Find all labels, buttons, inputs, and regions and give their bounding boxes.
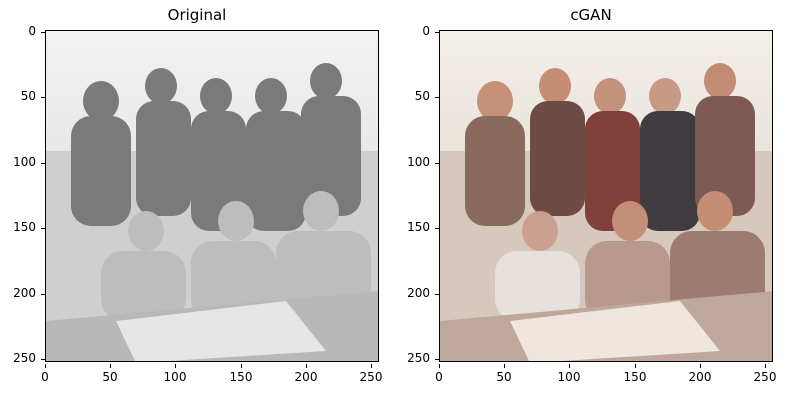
x-tick [175, 364, 176, 368]
y-tick [41, 97, 45, 98]
y-tick-label: 200 [407, 286, 430, 300]
y-tick [41, 294, 45, 295]
y-tick-label: 250 [13, 351, 36, 365]
x-tick [110, 364, 111, 368]
panel-title: cGAN [570, 6, 612, 24]
x-tick-label: 150 [229, 370, 253, 384]
y-tick-label: 100 [13, 155, 36, 169]
photo-cgan-svg [440, 31, 772, 361]
y-tick-label: 250 [407, 351, 430, 365]
y-tick [41, 32, 45, 33]
x-tick [241, 364, 242, 368]
y-tick-label: 50 [414, 89, 430, 103]
x-tick [504, 364, 505, 368]
x-tick [569, 364, 570, 368]
y-tick [435, 228, 439, 229]
y-tick [435, 294, 439, 295]
photo-original-svg [46, 31, 378, 361]
image-cgan [439, 30, 773, 362]
image-original [45, 30, 379, 362]
y-tick-label: 200 [13, 286, 36, 300]
x-tick-label: 0 [435, 370, 443, 384]
y-tick [435, 163, 439, 164]
y-tick [435, 32, 439, 33]
x-tick-label: 250 [359, 370, 383, 384]
y-tick-label: 50 [20, 89, 36, 103]
y-tick [41, 228, 45, 229]
x-tick-label: 150 [623, 370, 647, 384]
y-tick [435, 359, 439, 360]
y-tick-label: 150 [13, 220, 36, 234]
x-tick-label: 0 [41, 370, 49, 384]
x-tick-label: 100 [163, 370, 187, 384]
x-tick [439, 364, 440, 368]
x-tick [371, 364, 372, 368]
y-tick [41, 163, 45, 164]
x-tick-label: 250 [753, 370, 777, 384]
y-tick [41, 359, 45, 360]
x-tick-label: 50 [102, 370, 118, 384]
y-tick-label: 0 [422, 24, 430, 38]
x-tick-label: 200 [294, 370, 318, 384]
x-tick [765, 364, 766, 368]
panel-cgan: cGAN [394, 0, 788, 400]
x-tick-label: 100 [557, 370, 581, 384]
x-tick-label: 200 [688, 370, 712, 384]
panel-original: Original [13, 6, 383, 384]
y-tick-label: 100 [407, 155, 430, 169]
x-tick [45, 364, 46, 368]
x-tick [635, 364, 636, 368]
x-tick-label: 50 [496, 370, 512, 384]
panel-title: Original [167, 6, 227, 24]
x-tick [700, 364, 701, 368]
y-tick-label: 0 [28, 24, 36, 38]
y-tick-label: 150 [407, 220, 430, 234]
y-tick [435, 97, 439, 98]
x-tick [306, 364, 307, 368]
